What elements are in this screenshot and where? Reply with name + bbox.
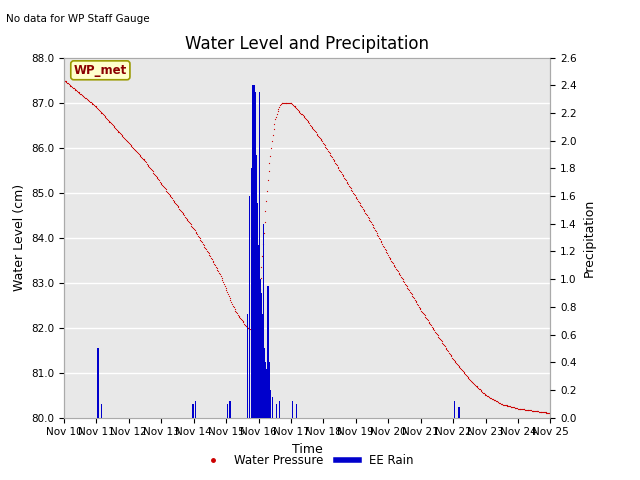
Bar — [256, 155, 257, 418]
Bar — [97, 348, 99, 418]
Bar — [252, 85, 253, 418]
Bar — [195, 401, 196, 418]
Bar — [279, 401, 280, 418]
Bar — [296, 404, 298, 418]
Bar — [265, 362, 266, 418]
Bar — [271, 397, 273, 418]
Bar — [193, 404, 194, 418]
Y-axis label: Water Level (cm): Water Level (cm) — [13, 184, 26, 291]
Bar — [292, 401, 293, 418]
Bar — [269, 376, 271, 418]
Legend: Water Pressure, EE Rain: Water Pressure, EE Rain — [196, 449, 418, 472]
Bar — [268, 286, 269, 418]
Bar — [264, 348, 266, 418]
Bar — [246, 314, 248, 418]
Bar — [261, 293, 262, 418]
Bar — [260, 279, 261, 418]
Text: No data for WP Staff Gauge: No data for WP Staff Gauge — [6, 14, 150, 24]
Bar — [258, 244, 259, 418]
Bar — [255, 92, 256, 418]
Title: Water Level and Precipitation: Water Level and Precipitation — [185, 35, 429, 53]
Bar — [266, 369, 268, 418]
Bar — [263, 224, 264, 418]
Bar — [251, 168, 252, 418]
Bar — [257, 203, 258, 418]
Bar — [227, 404, 228, 418]
Text: WP_met: WP_met — [74, 64, 127, 77]
Bar — [249, 196, 250, 418]
Bar — [276, 404, 277, 418]
Bar — [100, 404, 102, 418]
Bar — [458, 407, 460, 418]
Bar — [268, 362, 269, 418]
Bar — [262, 314, 263, 418]
Bar — [253, 85, 255, 418]
Y-axis label: Precipitation: Precipitation — [582, 198, 595, 277]
Bar — [259, 92, 260, 418]
X-axis label: Time: Time — [292, 443, 323, 456]
Bar — [270, 390, 271, 418]
Bar — [454, 401, 455, 418]
